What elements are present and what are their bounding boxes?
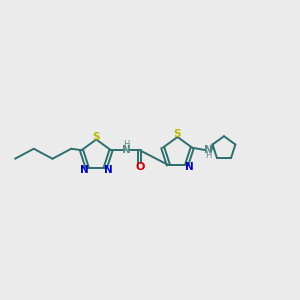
Text: S: S <box>174 129 181 139</box>
Text: N: N <box>80 165 88 175</box>
Text: H: H <box>205 151 211 160</box>
Text: S: S <box>92 131 100 142</box>
Text: O: O <box>135 162 144 172</box>
Text: N: N <box>204 145 212 155</box>
Text: N: N <box>104 165 113 175</box>
Text: H: H <box>124 140 130 149</box>
Text: N: N <box>122 145 131 155</box>
Text: N: N <box>185 162 194 172</box>
